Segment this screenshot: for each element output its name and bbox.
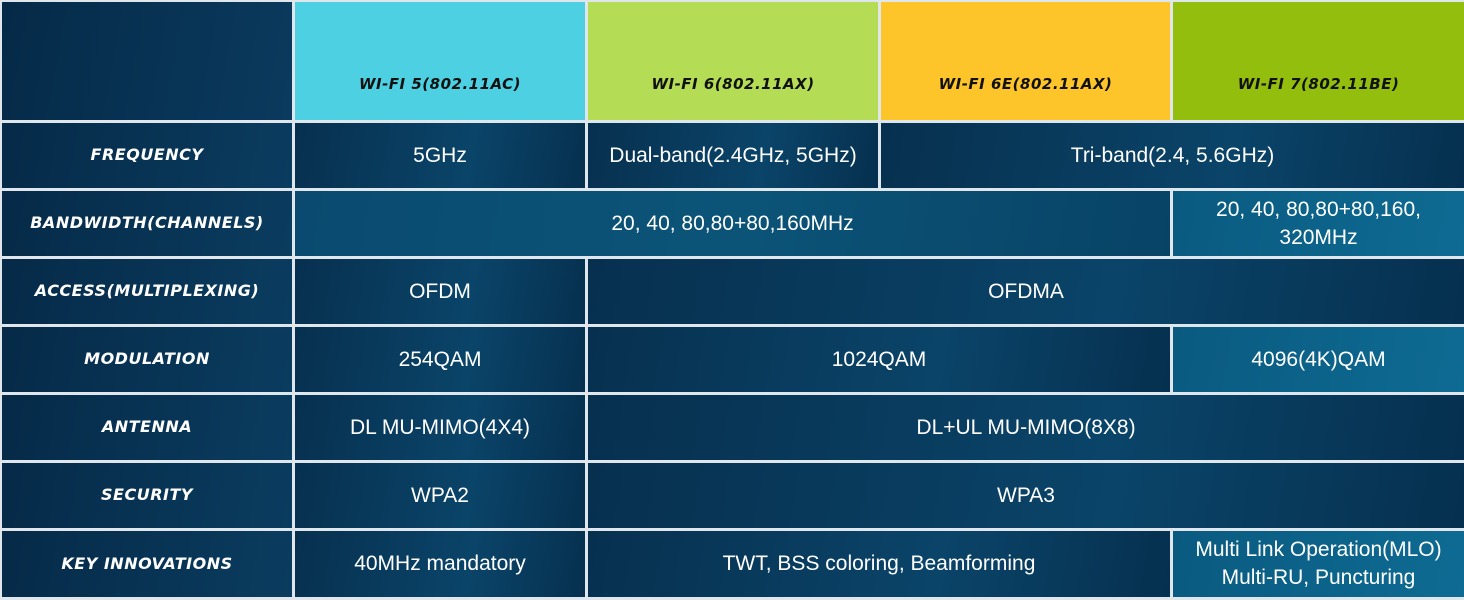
cell-modulation-wifi5: 254QAM bbox=[295, 327, 585, 392]
cell-security-wifi5: WPA2 bbox=[295, 463, 585, 528]
cell-access-wifi6-7: OFDMA bbox=[588, 259, 1464, 324]
cell-access-wifi5: OFDM bbox=[295, 259, 585, 324]
innovation-line-multi-ru: Multi-RU, Puncturing bbox=[1221, 566, 1416, 589]
header-wifi5: Wi-Fi 5(802.11ac) bbox=[295, 2, 585, 120]
header-wifi6: Wi-Fi 6(802.11ax) bbox=[588, 2, 878, 120]
row-label-access: Access(multiplexing) bbox=[2, 259, 292, 324]
row-label-innovations: Key innovations bbox=[2, 531, 292, 597]
cell-frequency-wifi6e-7: Tri-band(2.4, 5.6GHz) bbox=[881, 123, 1464, 188]
header-wifi7: Wi-Fi 7(802.11be) bbox=[1173, 2, 1464, 120]
row-label-antenna: Antenna bbox=[2, 395, 292, 460]
row-label-frequency: Frequency bbox=[2, 123, 292, 188]
cell-bandwidth-wifi7: 20, 40, 80,80+80,160, 320MHz bbox=[1173, 191, 1464, 256]
header-wifi6e: Wi-Fi 6E(802.11ax) bbox=[881, 2, 1170, 120]
cell-antenna-wifi5: DL MU-MIMO(4X4) bbox=[295, 395, 585, 460]
row-label-modulation: Modulation bbox=[2, 327, 292, 392]
row-label-security: Security bbox=[2, 463, 292, 528]
corner-cell bbox=[2, 2, 292, 120]
cell-security-wifi6-7: WPA3 bbox=[588, 463, 1464, 528]
row-label-bandwidth: Bandwidth(channels) bbox=[2, 191, 292, 256]
cell-innovations-wifi5: 40MHz mandatory bbox=[295, 531, 585, 597]
cell-innovations-wifi6-6e: TWT, BSS coloring, Beamforming bbox=[588, 531, 1170, 597]
cell-innovations-wifi7: Multi Link Operation(MLO) Multi-RU, Punc… bbox=[1173, 531, 1464, 597]
innovation-line-mlo: Multi Link Operation(MLO) bbox=[1195, 537, 1442, 561]
cell-bandwidth-wifi5-6e: 20, 40, 80,80+80,160MHz bbox=[295, 191, 1170, 256]
cell-frequency-wifi6: Dual-band(2.4GHz, 5GHz) bbox=[588, 123, 878, 188]
cell-modulation-wifi6-6e: 1024QAM bbox=[588, 327, 1170, 392]
cell-frequency-wifi5: 5GHz bbox=[295, 123, 585, 188]
cell-modulation-wifi7: 4096(4K)QAM bbox=[1173, 327, 1464, 392]
cell-antenna-wifi6-7: DL+UL MU-MIMO(8X8) bbox=[588, 395, 1464, 460]
